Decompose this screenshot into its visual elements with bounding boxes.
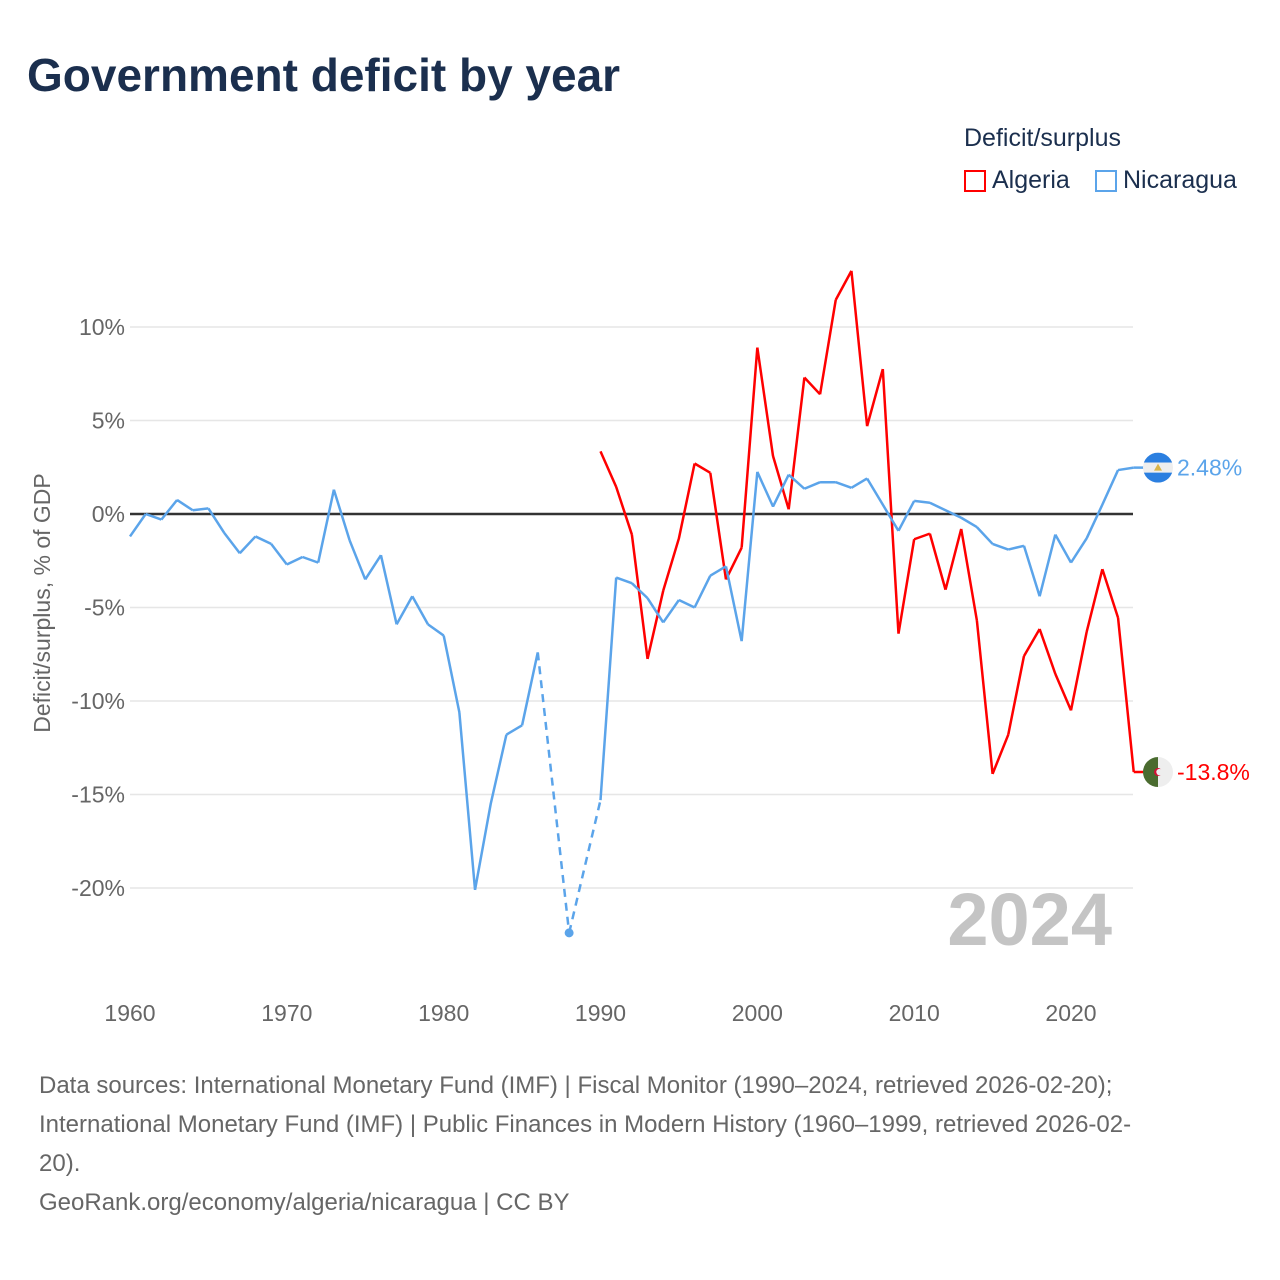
y-axis-label: Deficit/surplus, % of GDP: [29, 473, 55, 732]
legend-item-algeria[interactable]: Algeria: [964, 166, 1070, 195]
chart-title: Government deficit by year: [27, 49, 621, 101]
y-tick-label: 5%: [92, 408, 125, 434]
source-line-1: Data sources: International Monetary Fun…: [39, 1072, 1113, 1099]
legend-swatch-algeria: [964, 169, 986, 192]
nicaragua-flag-icon: [1143, 452, 1173, 483]
x-tick-label: 2010: [889, 1000, 940, 1026]
series-line-nicaragua: [128, 466, 1134, 891]
y-tick-label: -15%: [71, 782, 125, 808]
y-tick-label: 0%: [92, 501, 125, 527]
series-line-algeria: [599, 270, 1135, 775]
x-tick-label: 1980: [418, 1000, 469, 1026]
source-link[interactable]: GeoRank.org/economy/algeria/nicaragua | …: [39, 1189, 570, 1216]
legend-swatch-nicaragua: [1095, 169, 1117, 192]
y-tick-label: 10%: [79, 314, 125, 340]
end-label-nicaragua: 2.48%: [1177, 455, 1242, 481]
series-gap-line-nicaragua: [536, 652, 602, 934]
x-tick-label: 1970: [261, 1000, 312, 1026]
x-tick-label: 1990: [575, 1000, 626, 1026]
y-tick-label: -5%: [84, 595, 125, 621]
x-tick-label: 2020: [1045, 1000, 1096, 1026]
year-watermark: 2024: [947, 878, 1112, 961]
legend-title: Deficit/surplus: [964, 124, 1121, 152]
y-tick-label: -20%: [71, 875, 125, 901]
legend-label-algeria: Algeria: [992, 166, 1070, 194]
legend-item-nicaragua[interactable]: Nicaragua: [1095, 166, 1237, 195]
source-line-2: International Monetary Fund (IMF) | Publ…: [39, 1111, 1132, 1138]
algeria-flag-icon: [1143, 757, 1173, 788]
source-line-3: 20).: [39, 1150, 81, 1177]
end-label-algeria: -13.8%: [1177, 759, 1250, 785]
data-point-nicaragua: [564, 928, 574, 938]
x-tick-label: 1960: [104, 1000, 155, 1026]
legend-label-nicaragua: Nicaragua: [1123, 166, 1237, 194]
y-tick-label: -10%: [71, 688, 125, 714]
x-tick-label: 2000: [732, 1000, 783, 1026]
